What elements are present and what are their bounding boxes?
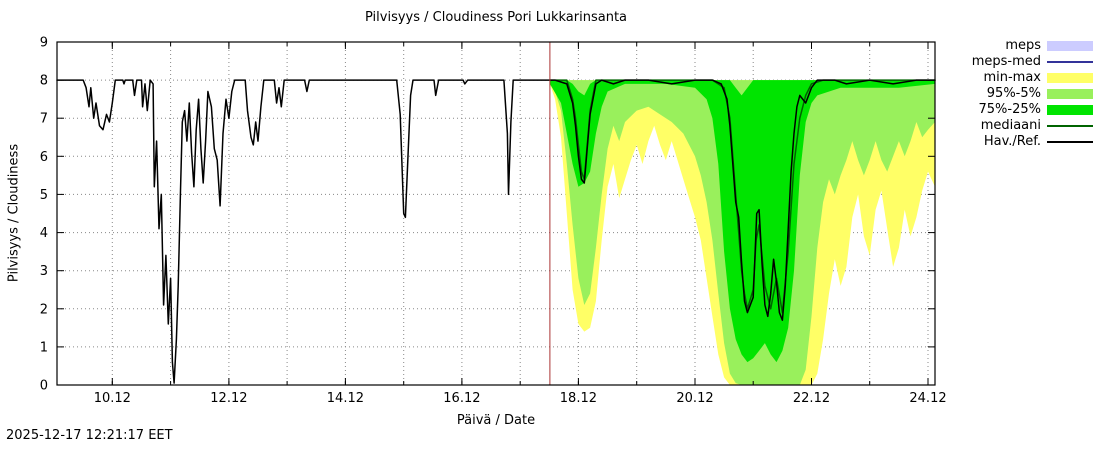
legend-label: mediaani <box>980 118 1041 133</box>
x-tick-label: 22.12 <box>793 391 830 406</box>
legend-item-meps: meps <box>972 38 1093 54</box>
timestamp: 2025-12-17 12:21:17 EET <box>6 428 173 443</box>
y-tick-label: 9 <box>40 36 48 51</box>
y-tick-label: 6 <box>40 150 48 165</box>
legend-item-95-5: 95%-5% <box>972 86 1093 102</box>
legend-label: meps <box>1005 38 1041 53</box>
legend-item-meps-med: meps-med <box>972 54 1093 70</box>
legend-item-min-max: min-max <box>972 70 1093 86</box>
legend-sample-meps <box>1047 41 1093 51</box>
x-tick-label: 16.12 <box>443 391 480 406</box>
legend-sample-hav-ref <box>1047 141 1093 143</box>
legend-label: Hav./Ref. <box>983 134 1041 149</box>
y-tick-label: 7 <box>40 112 48 127</box>
x-tick-label: 10.12 <box>94 391 131 406</box>
legend: meps meps-med min-max 95%-5% 75%-25% mediaani… <box>972 38 1093 150</box>
legend-item-mediaani: mediaani <box>972 118 1093 134</box>
y-tick-label: 8 <box>40 74 48 89</box>
y-tick-label: 5 <box>40 188 48 203</box>
x-tick-label: 14.12 <box>327 391 364 406</box>
x-tick-label: 24.12 <box>909 391 946 406</box>
legend-sample-75-25 <box>1047 105 1093 115</box>
legend-label: meps-med <box>971 54 1041 69</box>
y-tick-label: 2 <box>40 302 48 317</box>
legend-sample-meps-med <box>1047 61 1093 63</box>
y-tick-label: 1 <box>40 340 48 355</box>
x-tick-label: 12.12 <box>210 391 247 406</box>
series-line-havref <box>56 79 936 384</box>
y-axis-label: Pilvisyys / Cloudiness <box>6 143 22 283</box>
legend-sample-95-5 <box>1047 89 1093 99</box>
chart-title: Pilvisyys / Cloudiness Pori Lukkarinsant… <box>364 10 628 25</box>
x-axis-label: Päivä / Date <box>456 413 536 428</box>
y-tick-label: 0 <box>40 379 48 394</box>
legend-label: min-max <box>983 70 1041 85</box>
y-tick-label: 4 <box>40 226 48 241</box>
y-tick-label: 3 <box>40 264 48 279</box>
band-75-25 <box>549 80 935 363</box>
legend-label: 75%-25% <box>978 102 1041 117</box>
plot-border <box>56 41 936 386</box>
legend-item-hav-ref: Hav./Ref. <box>972 134 1093 150</box>
x-tick-label: 20.12 <box>676 391 713 406</box>
legend-sample-mediaani <box>1047 125 1093 127</box>
legend-sample-min-max <box>1047 73 1093 83</box>
legend-label: 95%-5% <box>986 86 1041 101</box>
legend-item-75-25: 75%-25% <box>972 102 1093 118</box>
x-tick-label: 18.12 <box>560 391 597 406</box>
